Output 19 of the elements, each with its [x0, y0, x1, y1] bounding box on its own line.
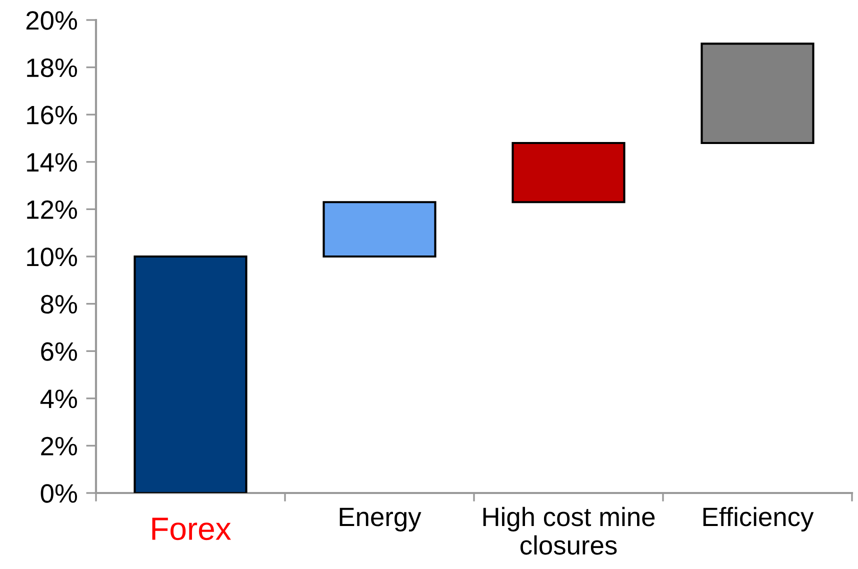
bar	[322, 201, 436, 258]
y-tick-label: 6%	[41, 342, 78, 361]
y-tick-label: 12%	[27, 200, 78, 219]
x-tick-label: Forex	[152, 518, 231, 540]
bar	[700, 42, 814, 144]
y-tick-label: 20%	[26, 11, 78, 30]
bar	[134, 255, 248, 493]
x-tick-label: Energy	[340, 508, 422, 532]
y-tick-label: 10%	[27, 248, 78, 266]
y-tick-label: 18%	[27, 58, 78, 78]
y-tick-label: 2%	[41, 436, 78, 456]
x-tick-label: Efficiency	[703, 506, 814, 532]
y-tick-label: 16%	[27, 106, 78, 124]
y-tick-label: 4%	[40, 390, 78, 408]
x-tick-label: High cost mine closures	[483, 506, 655, 555]
y-tick-label: 0%	[40, 484, 78, 503]
bar	[512, 142, 626, 204]
y-tick-label: 14%	[27, 153, 78, 172]
y-tick-label: 8%	[40, 294, 78, 314]
